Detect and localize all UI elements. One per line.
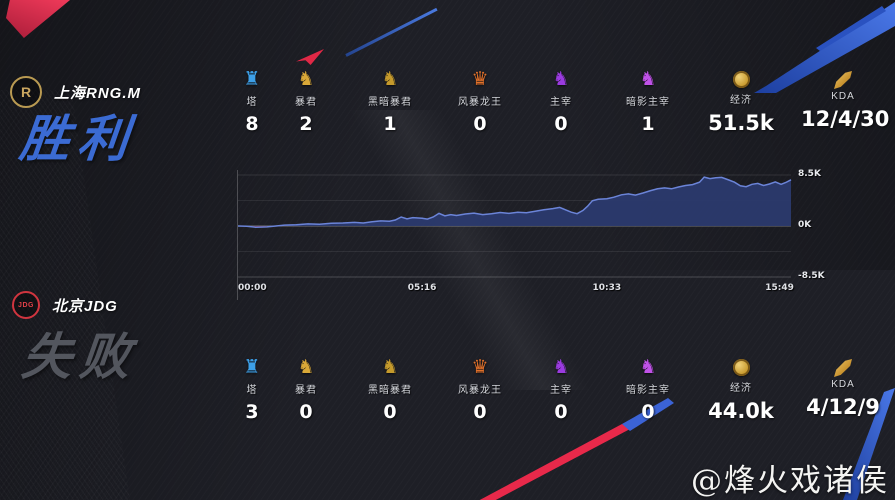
x-axis-tick: 15:49 bbox=[765, 283, 794, 293]
stat-overlord: ♞ 主宰 0 bbox=[519, 356, 603, 423]
team1-name: 上海RNG.M bbox=[54, 84, 141, 102]
team1-logo: R bbox=[10, 76, 42, 108]
stat-kda-dagger: KDA 12/4/30 bbox=[801, 68, 890, 131]
stat-label: 塔 bbox=[246, 97, 258, 108]
background-light-streak bbox=[250, 110, 690, 390]
team1-logo-text: R bbox=[20, 84, 32, 100]
stat-label: 暗影主宰 bbox=[626, 97, 670, 108]
economy-diff-chart: 8.5K 0K -8.5K 00:00 05:16 10:33 15:49 bbox=[237, 169, 825, 300]
team2-stats-row: ♜ 塔 3 ♞ 暴君 0 ♞ 黑暗暴君 0 ♛ 风暴龙王 0 ♞ 主宰 0 ♞ 暗影主宰 0 经济 44.0k KDA 4… bbox=[0, 356, 895, 426]
overlord-icon: ♞ bbox=[552, 68, 570, 90]
stat-kda-dagger: KDA 4/12/9 bbox=[801, 356, 885, 419]
shadow-overlord-icon: ♞ bbox=[639, 356, 657, 378]
team2-header: JDG 北京JDG bbox=[12, 291, 118, 319]
overlord-icon: ♞ bbox=[552, 356, 570, 378]
stat-value: 8 bbox=[245, 113, 259, 135]
stat-label: 塔 bbox=[246, 385, 258, 396]
stat-overlord: ♞ 主宰 0 bbox=[519, 68, 603, 135]
stat-gold-coin: 经济 51.5k bbox=[699, 68, 783, 135]
dark-tyrant-icon: ♞ bbox=[381, 68, 399, 90]
blue-swoosh-decoration-icon bbox=[754, 0, 895, 94]
x-axis-tick: 10:33 bbox=[592, 283, 622, 293]
stat-label: 暗影主宰 bbox=[626, 385, 670, 396]
stat-label: 经济 bbox=[730, 383, 752, 394]
stat-label: 主宰 bbox=[550, 385, 572, 396]
blue-streak-decoration-icon bbox=[843, 388, 895, 500]
stat-value: 0 bbox=[383, 401, 397, 423]
stat-label: 暴君 bbox=[295, 385, 317, 396]
stat-label: 风暴龙王 bbox=[458, 97, 502, 108]
kda-dagger-icon bbox=[834, 71, 852, 89]
red-blue-streak-decoration-icon bbox=[476, 398, 674, 500]
x-axis-tick: 05:16 bbox=[407, 283, 437, 293]
background-shade-left bbox=[0, 0, 430, 500]
stat-shadow-overlord: ♞ 暗影主宰 1 bbox=[606, 68, 690, 135]
kda-dagger-icon bbox=[834, 359, 852, 377]
stat-value: 1 bbox=[641, 113, 655, 135]
stat-value: 0 bbox=[299, 401, 313, 423]
stat-value: 0 bbox=[554, 401, 568, 423]
stat-shadow-overlord: ♞ 暗影主宰 0 bbox=[606, 356, 690, 423]
stat-value: 3 bbox=[245, 401, 259, 423]
storm-dragon-icon: ♛ bbox=[471, 68, 489, 90]
team2-logo-text: JDG bbox=[18, 301, 34, 309]
stat-dark-tyrant: ♞ 黑暗暴君 1 bbox=[348, 68, 432, 135]
stat-label: 暴君 bbox=[295, 97, 317, 108]
stat-value: 0 bbox=[473, 401, 487, 423]
stat-storm-dragon: ♛ 风暴龙王 0 bbox=[438, 68, 522, 135]
stat-tyrant: ♞ 暴君 0 bbox=[264, 356, 348, 423]
y-axis-tick: 0K bbox=[798, 220, 812, 230]
stat-value: 2 bbox=[299, 113, 313, 135]
stat-value: 0 bbox=[641, 401, 655, 423]
gold-coin-icon bbox=[732, 359, 750, 376]
storm-dragon-icon: ♛ bbox=[471, 356, 489, 378]
team1-header: R 上海RNG.M bbox=[10, 76, 141, 108]
stat-tyrant: ♞ 暴君 2 bbox=[264, 68, 348, 135]
stat-label: KDA bbox=[831, 91, 855, 102]
stat-label: KDA bbox=[831, 379, 855, 390]
team2-name: 北京JDG bbox=[52, 297, 118, 315]
shadow-overlord-icon: ♞ bbox=[639, 68, 657, 90]
stat-value: 12/4/30 bbox=[801, 107, 890, 131]
watermark: @烽火戏诸侯 bbox=[691, 463, 889, 499]
tyrant-icon: ♞ bbox=[297, 356, 315, 378]
stat-dark-tyrant: ♞ 黑暗暴君 0 bbox=[348, 356, 432, 423]
stat-value: 0 bbox=[473, 113, 487, 135]
stat-tower: ♜ 塔 3 bbox=[210, 356, 294, 423]
stat-label: 经济 bbox=[730, 95, 752, 106]
stat-gold-coin: 经济 44.0k bbox=[699, 356, 783, 423]
gold-coin-icon bbox=[732, 71, 750, 88]
stat-label: 主宰 bbox=[550, 97, 572, 108]
stat-value: 4/12/9 bbox=[806, 395, 880, 419]
x-axis-tick: 00:00 bbox=[238, 283, 267, 293]
stat-storm-dragon: ♛ 风暴龙王 0 bbox=[438, 356, 522, 423]
stat-value: 0 bbox=[554, 113, 568, 135]
stat-value: 1 bbox=[383, 113, 397, 135]
y-axis-tick: -8.5K bbox=[798, 271, 825, 281]
y-axis-tick: 8.5K bbox=[798, 169, 821, 179]
team2-logo: JDG bbox=[12, 291, 40, 319]
team1-stats-row: ♜ 塔 8 ♞ 暴君 2 ♞ 黑暗暴君 1 ♛ 风暴龙王 0 ♞ 主宰 0 ♞ 暗影主宰 1 经济 51.5k KDA 1… bbox=[0, 68, 895, 138]
stat-label: 黑暗暴君 bbox=[368, 385, 412, 396]
stat-value: 44.0k bbox=[708, 399, 774, 423]
tower-icon: ♜ bbox=[243, 68, 261, 90]
tyrant-icon: ♞ bbox=[297, 68, 315, 90]
tower-icon: ♜ bbox=[243, 356, 261, 378]
stat-value: 51.5k bbox=[708, 111, 774, 135]
dark-tyrant-icon: ♞ bbox=[381, 356, 399, 378]
stat-label: 黑暗暴君 bbox=[368, 97, 412, 108]
stat-label: 风暴龙王 bbox=[458, 385, 502, 396]
stat-tower: ♜ 塔 8 bbox=[210, 68, 294, 135]
